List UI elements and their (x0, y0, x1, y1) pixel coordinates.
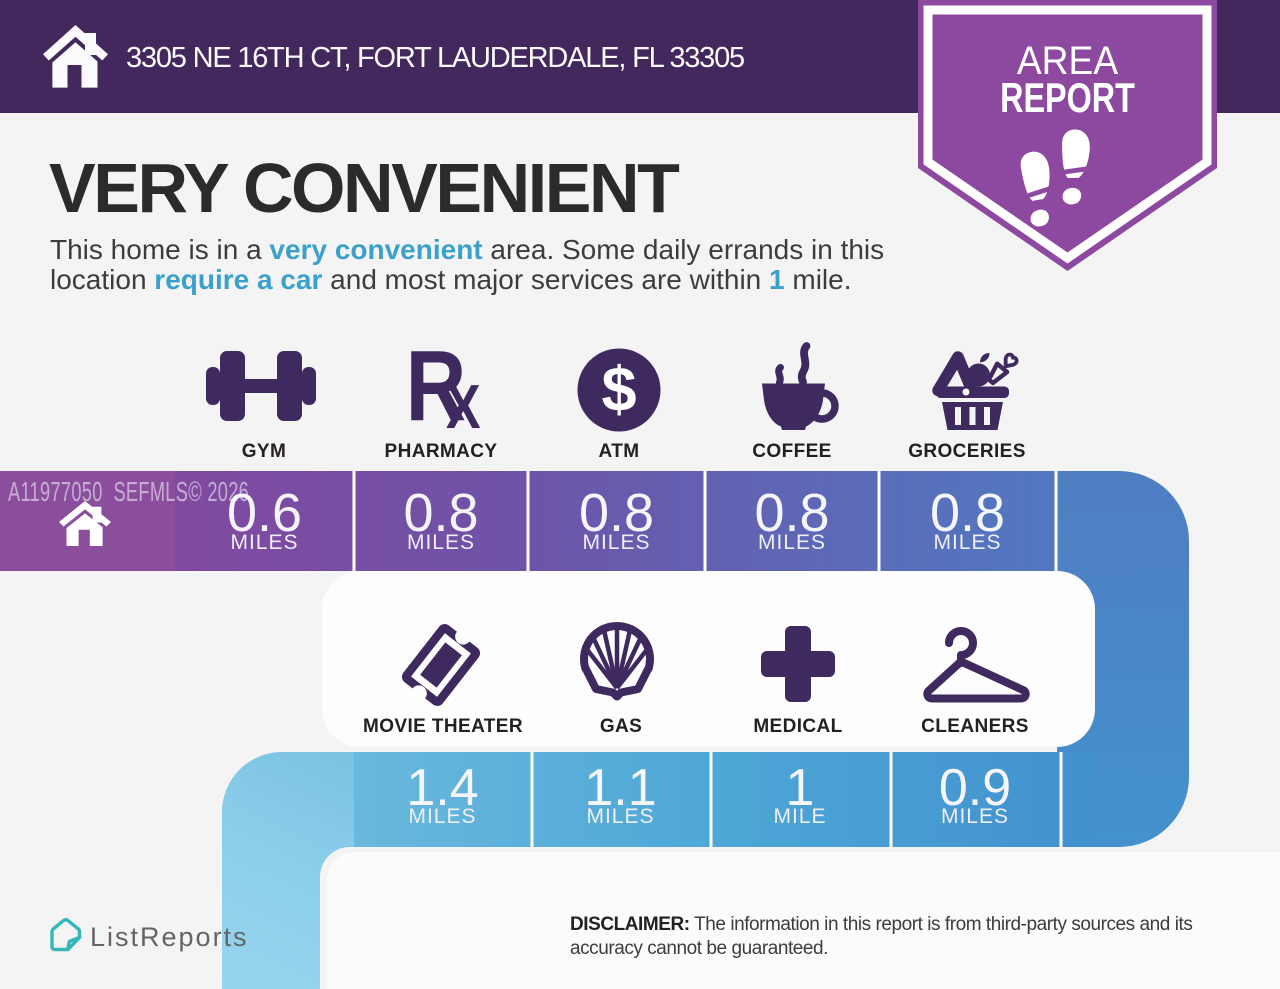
svg-text:R: R (406, 330, 467, 442)
svg-text:AREA: AREA (1017, 39, 1118, 84)
svg-text:X: X (446, 373, 481, 442)
svg-text:$: $ (601, 355, 636, 425)
svg-text:REPORT: REPORT (1000, 74, 1135, 121)
